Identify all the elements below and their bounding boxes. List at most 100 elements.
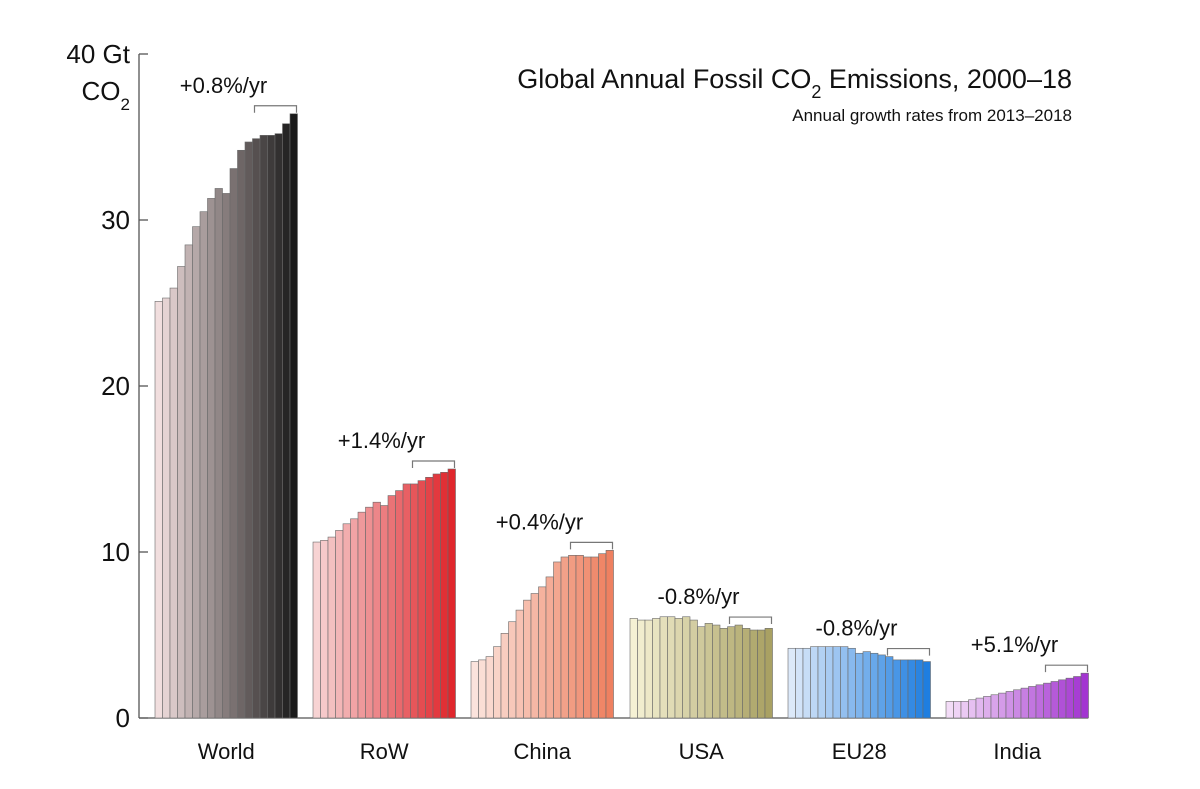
bar-world-2008: [214, 188, 223, 719]
chart-title: Global Annual Fossil CO2 Emissions, 2000…: [517, 64, 1072, 102]
bar-world-2014: [259, 135, 268, 719]
bar-usa-2010: [704, 623, 713, 719]
bar-china-2003: [493, 646, 502, 719]
bar-world-2006: [199, 211, 208, 719]
bar-china-2009: [538, 586, 547, 719]
bar-eu28-2006: [832, 646, 841, 719]
chart-title-subscript: 2: [811, 82, 821, 102]
bar-usa-2004: [659, 616, 668, 719]
bar-china-2004: [500, 633, 509, 719]
y-ticks: 0 10 20 30: [101, 205, 148, 733]
bar-eu28-2010: [862, 651, 871, 719]
bar-usa-2005: [667, 616, 676, 719]
growth-rate-label: +0.4%/yr: [496, 509, 583, 534]
bar-usa-2009: [697, 626, 706, 719]
bar-india-2011: [1028, 686, 1037, 719]
growth-rate-bracket: [253, 105, 298, 113]
bar-usa-2014: [734, 624, 743, 719]
growth-rate-label: -0.8%/yr: [816, 616, 898, 641]
bar-usa-2011: [712, 624, 721, 719]
bar-usa-2006: [674, 618, 683, 719]
bar-usa-2017: [757, 629, 766, 719]
growth-rate-bracket: [1044, 664, 1089, 673]
bar-china-2000: [470, 661, 479, 719]
bar-world-2005: [192, 226, 201, 719]
bar-world-2000: [154, 301, 163, 719]
growth-rate-bracket: [569, 541, 614, 550]
y-axis-label-line1: 40 Gt: [66, 39, 130, 69]
bar-row-2017: [440, 472, 449, 719]
bar-world-2015: [267, 135, 276, 719]
bar-row-2015: [425, 476, 434, 719]
y-tick-label: 30: [101, 205, 130, 235]
y-tick-label: 0: [116, 703, 130, 733]
bar-row-2004: [342, 523, 351, 719]
bar-row-2011: [395, 490, 404, 719]
y-tick-label: 10: [101, 537, 130, 567]
bar-usa-2018: [764, 628, 773, 719]
bar-world-2001: [162, 297, 171, 719]
bar-row-2010: [387, 495, 396, 719]
bar-row-2012: [402, 483, 411, 719]
bar-india-2016: [1065, 677, 1074, 719]
bar-china-2015: [583, 556, 592, 719]
bar-group-china: China +0.4%/yr: [470, 509, 614, 764]
bar-india-2009: [1013, 689, 1022, 719]
category-label: RoW: [360, 739, 409, 764]
bar-india-2006: [990, 694, 999, 719]
growth-rate-label: +0.8%/yr: [180, 73, 267, 98]
bar-eu28-2000: [787, 647, 796, 719]
bar-row-2003: [335, 530, 344, 719]
category-label: EU28: [832, 739, 887, 764]
bar-world-2004: [184, 244, 193, 719]
bar-world-2009: [222, 193, 231, 719]
bar-usa-2016: [749, 629, 758, 719]
bar-group-world: World +0.8%/yr: [154, 73, 298, 764]
bar-group-row: RoW +1.4%/yr: [312, 428, 456, 764]
category-label: China: [514, 739, 572, 764]
bar-usa-2013: [727, 626, 736, 719]
bar-row-2001: [320, 540, 329, 719]
bar-group-usa: USA -0.8%/yr: [629, 584, 773, 764]
bar-china-2007: [523, 599, 532, 719]
bar-row-2007: [365, 506, 374, 719]
bar-india-2004: [975, 697, 984, 719]
bar-eu28-2011: [870, 652, 879, 719]
bar-group-eu28: EU28 -0.8%/yr: [787, 616, 931, 764]
y-axis-label-line2: CO2: [82, 76, 130, 114]
bar-india-2000: [945, 701, 954, 719]
bar-world-2003: [177, 266, 186, 719]
bar-group-india: India +5.1%/yr: [945, 632, 1089, 764]
bar-row-2005: [350, 518, 359, 719]
bar-eu28-2003: [810, 646, 819, 719]
bar-world-2011: [237, 149, 246, 719]
bar-china-2005: [508, 621, 517, 719]
bar-world-2012: [244, 141, 253, 719]
bar-china-2012: [560, 556, 569, 719]
bar-india-2012: [1035, 684, 1044, 719]
bar-india-2015: [1058, 679, 1067, 719]
growth-rate-bracket: [411, 460, 456, 468]
growth-rate-bracket: [886, 647, 931, 656]
bar-eu28-2015: [900, 659, 909, 719]
bar-eu28-2005: [825, 646, 834, 719]
growth-rate-label: +1.4%/yr: [338, 428, 425, 453]
bar-usa-2008: [689, 619, 698, 719]
bar-eu28-2017: [915, 659, 924, 719]
growth-rate-bracket: [728, 616, 773, 625]
bar-eu28-2013: [885, 656, 894, 719]
bar-usa-2015: [742, 628, 751, 719]
bar-usa-2002: [644, 619, 653, 719]
bar-row-2008: [372, 501, 381, 719]
bar-india-2017: [1073, 676, 1082, 719]
bar-india-2002: [960, 701, 969, 719]
bar-china-2018: [605, 550, 614, 719]
bar-eu28-2002: [802, 647, 811, 719]
bar-india-2008: [1005, 691, 1014, 719]
bar-usa-2012: [719, 628, 728, 719]
bar-china-2006: [515, 609, 524, 719]
bar-china-2008: [530, 593, 539, 719]
bar-usa-2007: [682, 616, 691, 719]
bar-row-2002: [327, 536, 336, 719]
